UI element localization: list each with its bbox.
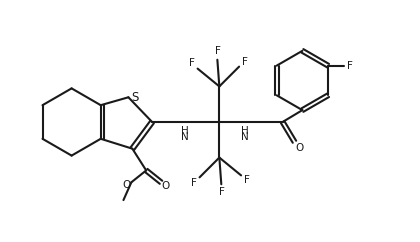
Text: O: O [122,180,131,190]
Text: F: F [191,178,197,188]
Text: S: S [131,91,139,104]
Text: O: O [295,143,304,153]
Text: F: F [242,57,248,67]
Text: H: H [181,126,189,136]
Text: F: F [215,46,221,56]
Text: N: N [241,132,249,142]
Text: F: F [219,187,225,197]
Text: H: H [241,126,249,136]
Text: F: F [244,175,250,185]
Text: F: F [347,61,353,71]
Text: F: F [189,58,194,68]
Text: N: N [181,132,189,142]
Text: O: O [162,181,170,191]
